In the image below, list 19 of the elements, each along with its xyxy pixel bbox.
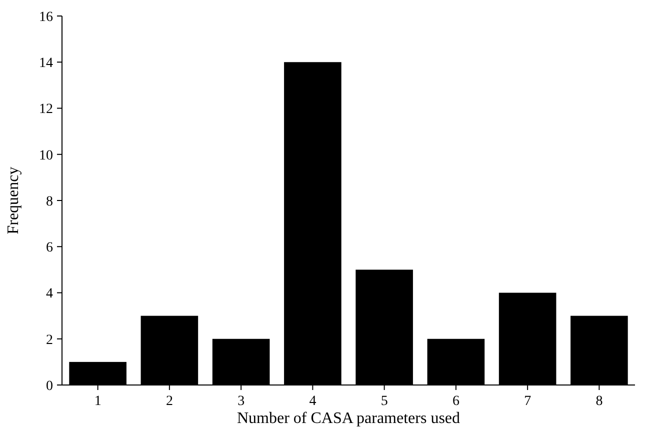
x-tick-label: 4 [309,394,316,409]
y-tick-label: 0 [46,378,53,394]
y-tick-label: 2 [46,332,53,348]
y-tick-label: 14 [39,56,53,72]
x-tick-label: 5 [380,394,388,409]
y-tick-label: 16 [39,10,53,25]
y-tick-label: 12 [39,102,53,118]
x-tick-label: 6 [452,394,460,409]
x-tick-label: 8 [596,394,603,409]
x-tick-label: 3 [238,394,245,409]
y-tick-label: 10 [39,148,53,164]
x-tick-label: 2 [166,394,173,409]
y-tick-label: 4 [46,286,53,302]
x-tick-label: 7 [524,394,532,409]
x-tick-label: 1 [94,394,102,409]
y-tick-label: 8 [46,194,53,210]
y-axis-title: Frequency [5,166,22,234]
y-tick-label: 6 [46,240,53,256]
x-axis-title: Number of CASA parameters used [236,410,460,427]
